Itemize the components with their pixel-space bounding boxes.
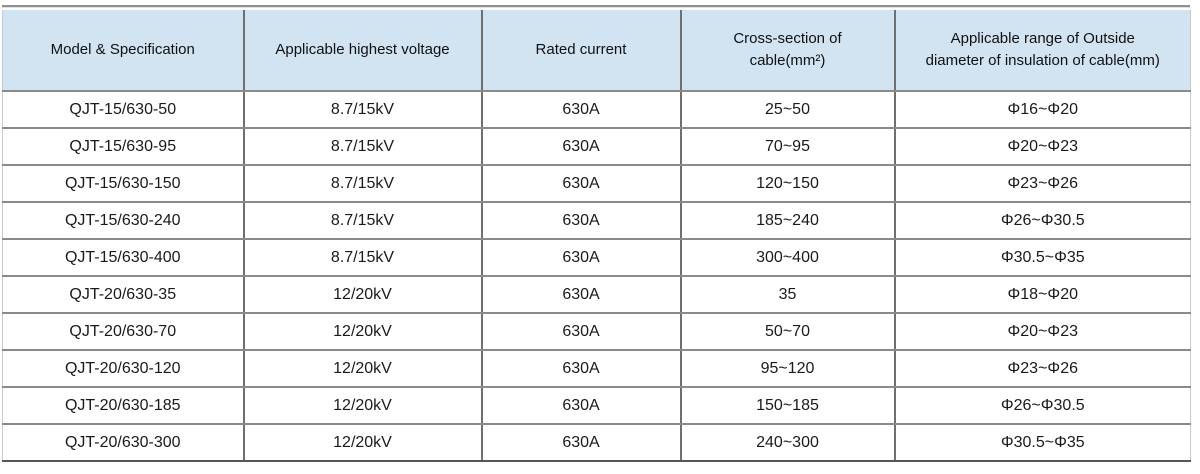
table-row: QJT-15/630-400 8.7/15kV 630A 300~400 Φ30.5~Φ… <box>2 239 1191 277</box>
header-line: Applicable range of Outside <box>950 30 1135 48</box>
cell-voltage: 12/20kV <box>243 313 483 351</box>
cable-joint-spec-table: Model & Specification Applicable highest… <box>2 10 1191 462</box>
cell-diameter-range: Φ20~Φ23 <box>894 128 1191 166</box>
table-top-border <box>2 5 1190 8</box>
cell-cross-section: 185~240 <box>680 202 896 240</box>
cell-cross-section: 95~120 <box>680 350 896 388</box>
cell-voltage: 8.7/15kV <box>243 239 483 277</box>
table-row: QJT-15/630-95 8.7/15kV 630A 70~95 Φ20~Φ23 <box>2 128 1191 166</box>
cell-diameter-range: Φ18~Φ20 <box>894 276 1191 314</box>
cell-model: QJT-15/630-50 <box>2 91 245 129</box>
table-row: QJT-20/630-185 12/20kV 630A 150~185 Φ26~Φ30.… <box>2 387 1191 425</box>
cell-voltage: 12/20kV <box>243 350 483 388</box>
cell-cross-section: 120~150 <box>680 165 896 203</box>
table-row: QJT-20/630-70 12/20kV 630A 50~70 Φ20~Φ23 <box>2 313 1191 351</box>
cell-voltage: 12/20kV <box>243 424 483 462</box>
cell-rated-current: 630A <box>481 165 682 203</box>
table-header: Model & Specification Applicable highest… <box>2 10 1191 92</box>
cell-model: QJT-20/630-70 <box>2 313 245 351</box>
cell-cross-section: 240~300 <box>680 424 896 462</box>
cell-voltage: 8.7/15kV <box>243 202 483 240</box>
cell-cross-section: 300~400 <box>680 239 896 277</box>
cell-rated-current: 630A <box>481 276 682 314</box>
cell-voltage: 8.7/15kV <box>243 91 483 129</box>
cell-rated-current: 630A <box>481 350 682 388</box>
cell-model: QJT-20/630-35 <box>2 276 245 314</box>
cell-cross-section: 25~50 <box>680 91 896 129</box>
cell-voltage: 12/20kV <box>243 276 483 314</box>
cell-diameter-range: Φ16~Φ20 <box>894 91 1191 129</box>
table-row: QJT-15/630-150 8.7/15kV 630A 120~150 Φ23~Φ26 <box>2 165 1191 203</box>
cell-voltage: 8.7/15kV <box>243 128 483 166</box>
cell-rated-current: 630A <box>481 313 682 351</box>
header-outside-diameter-range: Applicable range of Outside diameter of … <box>894 10 1191 92</box>
cell-model: QJT-15/630-240 <box>2 202 245 240</box>
header-line: Rated current <box>535 41 627 59</box>
table-row: QJT-20/630-300 12/20kV 630A 240~300 Φ30.5~Φ3… <box>2 424 1191 462</box>
cell-diameter-range: Φ30.5~Φ35 <box>894 239 1191 277</box>
header-line: Model & Specification <box>50 41 195 59</box>
cell-cross-section: 50~70 <box>680 313 896 351</box>
table-row: QJT-20/630-35 12/20kV 630A 35 Φ18~Φ20 <box>2 276 1191 314</box>
cell-model: QJT-15/630-95 <box>2 128 245 166</box>
header-line: Cross-section of <box>733 30 842 48</box>
header-line: Applicable highest voltage <box>275 41 450 59</box>
header-model-specification: Model & Specification <box>2 10 245 92</box>
cell-rated-current: 630A <box>481 387 682 425</box>
table-body: QJT-15/630-50 8.7/15kV 630A 25~50 Φ16~Φ20 QJT… <box>2 91 1191 462</box>
spec-table-section: Model & Specification Applicable highest… <box>2 5 1191 462</box>
cell-diameter-range: Φ23~Φ26 <box>894 350 1191 388</box>
header-applicable-highest-voltage: Applicable highest voltage <box>243 10 483 92</box>
table-row: QJT-20/630-120 12/20kV 630A 95~120 Φ23~Φ26 <box>2 350 1191 388</box>
cell-diameter-range: Φ26~Φ30.5 <box>894 202 1191 240</box>
cell-cross-section: 150~185 <box>680 387 896 425</box>
cell-model: QJT-15/630-150 <box>2 165 245 203</box>
cell-cross-section: 70~95 <box>680 128 896 166</box>
table-row: QJT-15/630-240 8.7/15kV 630A 185~240 Φ26~Φ30… <box>2 202 1191 240</box>
cell-rated-current: 630A <box>481 424 682 462</box>
header-row: Model & Specification Applicable highest… <box>2 10 1191 92</box>
header-rated-current: Rated current <box>481 10 682 92</box>
cell-rated-current: 630A <box>481 239 682 277</box>
cell-diameter-range: Φ30.5~Φ35 <box>894 424 1191 462</box>
cell-cross-section: 35 <box>680 276 896 314</box>
cell-model: QJT-20/630-120 <box>2 350 245 388</box>
header-cross-section: Cross-section of cable(mm²) <box>680 10 896 92</box>
cell-diameter-range: Φ20~Φ23 <box>894 313 1191 351</box>
cell-diameter-range: Φ23~Φ26 <box>894 165 1191 203</box>
cell-rated-current: 630A <box>481 128 682 166</box>
cell-model: QJT-15/630-400 <box>2 239 245 277</box>
table-row: QJT-15/630-50 8.7/15kV 630A 25~50 Φ16~Φ20 <box>2 91 1191 129</box>
cell-voltage: 12/20kV <box>243 387 483 425</box>
cell-rated-current: 630A <box>481 91 682 129</box>
cell-voltage: 8.7/15kV <box>243 165 483 203</box>
header-line: cable(mm²) <box>749 52 826 69</box>
cell-model: QJT-20/630-185 <box>2 387 245 425</box>
header-line: diameter of insulation of cable(mm) <box>925 52 1160 69</box>
cell-rated-current: 630A <box>481 202 682 240</box>
cell-diameter-range: Φ26~Φ30.5 <box>894 387 1191 425</box>
cell-model: QJT-20/630-300 <box>2 424 245 462</box>
